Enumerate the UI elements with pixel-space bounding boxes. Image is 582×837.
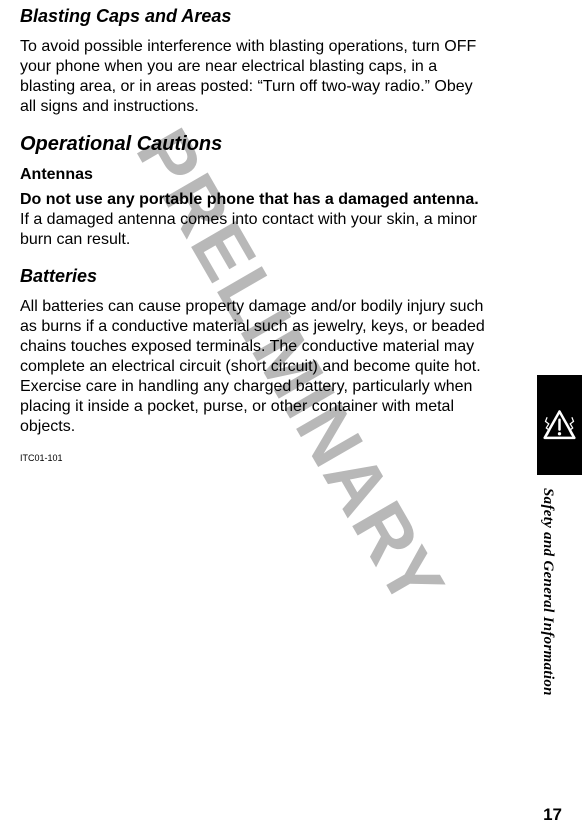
heading-batteries: Batteries — [20, 266, 487, 287]
paragraph-antennas: Do not use any portable phone that has a… — [20, 190, 487, 250]
heading-antennas: Antennas — [20, 166, 487, 184]
antennas-bold-run: Do not use any portable phone that has a… — [20, 191, 479, 208]
paragraph-blasting: To avoid possible interference with blas… — [20, 37, 487, 117]
warning-icon — [543, 409, 576, 442]
heading-blasting: Blasting Caps and Areas — [20, 6, 487, 27]
page-content: Blasting Caps and Areas To avoid possibl… — [0, 0, 582, 463]
document-code: ITC01-101 — [20, 453, 487, 463]
paragraph-batteries: All batteries can cause property damage … — [20, 297, 487, 437]
side-tab — [537, 375, 582, 475]
antennas-rest: If a damaged antenna comes into contact … — [20, 211, 477, 248]
page-number: 17 — [543, 805, 562, 825]
heading-operational-cautions: Operational Cautions — [20, 133, 487, 156]
side-caption: Safety and General Information — [539, 488, 556, 696]
